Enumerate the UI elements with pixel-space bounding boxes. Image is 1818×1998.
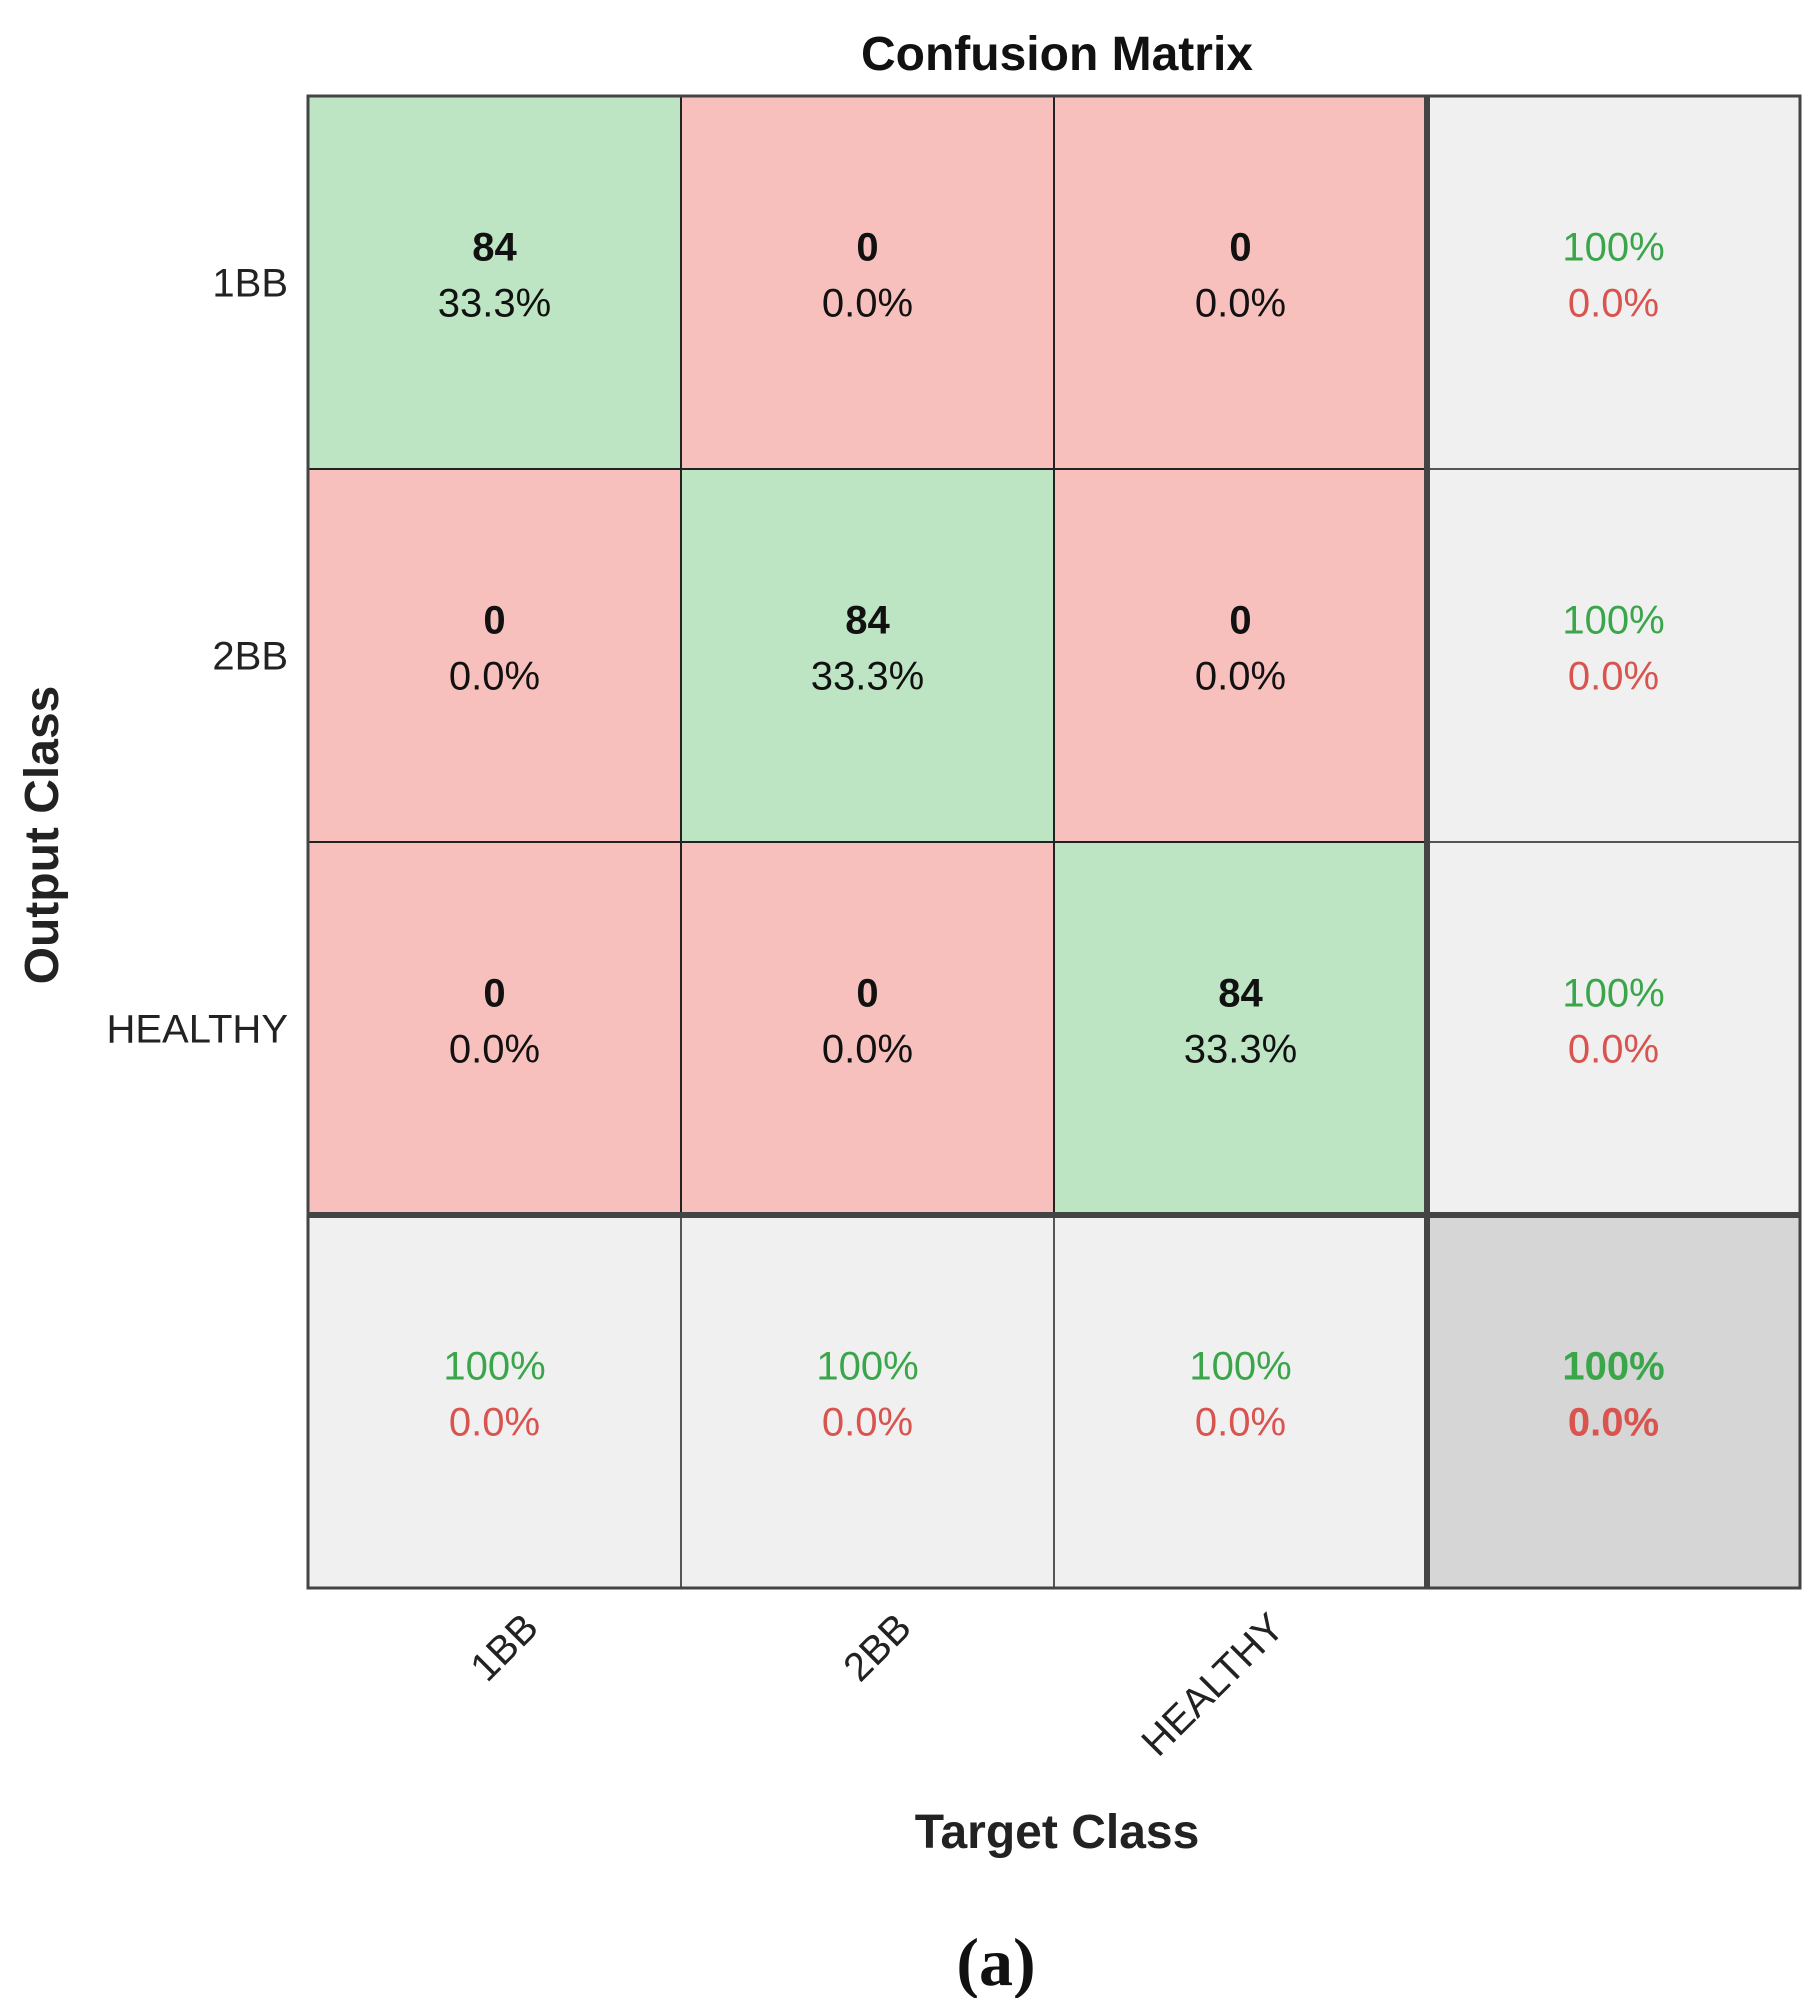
cell-percent: 0.0% — [1195, 655, 1286, 699]
overall-accuracy-cell: 100% 0.0% — [1426, 1214, 1801, 1589]
cell-percent: 0.0% — [822, 282, 913, 326]
col-summary-cell: 100% 0.0% — [1053, 1214, 1428, 1589]
overall-error: 0.0% — [1568, 1401, 1659, 1445]
cell-background — [680, 95, 1055, 470]
cell-count: 0 — [1229, 599, 1251, 643]
row-error-rate: 0.0% — [1568, 655, 1659, 699]
cell-count: 84 — [1218, 972, 1263, 1016]
row-precision: 100% — [1562, 226, 1664, 270]
cell-percent: 0.0% — [822, 1028, 913, 1072]
cell-count: 0 — [483, 972, 505, 1016]
cell-count: 0 — [856, 226, 878, 270]
cell-background — [680, 841, 1055, 1216]
matrix-cell: 84 33.3% — [1053, 841, 1428, 1216]
col-error-rate: 0.0% — [822, 1401, 913, 1445]
x-tick-labels: 1BB 2BB HEALTHY — [462, 1605, 1293, 1764]
col-recall: 100% — [816, 1345, 918, 1389]
matrix-frame — [306, 94, 1802, 1590]
matrix-cell: 0 0.0% — [1053, 95, 1428, 470]
cell-percent: 0.0% — [449, 655, 540, 699]
cell-background — [1426, 841, 1801, 1216]
matrix-grid: 8433.3%00.0%00.0%00.0%8433.3%00.0%00.0%0… — [306, 94, 1802, 1590]
cell-count: 0 — [483, 599, 505, 643]
cell-percent: 33.3% — [438, 282, 551, 326]
col-summary-cell: 100% 0.0% — [307, 1214, 682, 1589]
col-error-rate: 0.0% — [1195, 1401, 1286, 1445]
matrix-cell: 0 0.0% — [680, 841, 1055, 1216]
cell-background — [307, 1214, 682, 1589]
row-error-rate: 0.0% — [1568, 282, 1659, 326]
row-summary-cell: 100% 0.0% — [1426, 95, 1801, 470]
y-tick-labels: 1BB 2BB HEALTHY — [106, 262, 288, 1052]
cell-count: 84 — [472, 226, 517, 270]
chart-title: Confusion Matrix — [861, 28, 1253, 81]
cell-count: 0 — [1229, 226, 1251, 270]
y-axis-title: Output Class — [16, 686, 69, 985]
cell-background — [307, 95, 682, 470]
x-tick-label: 1BB — [462, 1605, 547, 1690]
col-recall: 100% — [1189, 1345, 1291, 1389]
overall-accuracy: 100% — [1562, 1345, 1664, 1389]
matrix-cell: 84 33.3% — [680, 468, 1055, 843]
matrix-cell: 0 0.0% — [307, 468, 682, 843]
matrix-cell: 0 0.0% — [307, 841, 682, 1216]
col-recall: 100% — [443, 1345, 545, 1389]
y-tick-label: 1BB — [212, 262, 288, 306]
cell-percent: 0.0% — [1195, 282, 1286, 326]
cell-percent: 33.3% — [1184, 1028, 1297, 1072]
x-tick-label: HEALTHY — [1133, 1605, 1292, 1764]
cell-count: 0 — [856, 972, 878, 1016]
x-axis-title: Target Class — [915, 1806, 1200, 1859]
cell-percent: 0.0% — [449, 1028, 540, 1072]
y-tick-label: 2BB — [212, 635, 288, 679]
row-summary-cell: 100% 0.0% — [1426, 468, 1801, 843]
row-error-rate: 0.0% — [1568, 1028, 1659, 1072]
cell-count: 84 — [845, 599, 890, 643]
cell-percent: 33.3% — [811, 655, 924, 699]
row-precision: 100% — [1562, 972, 1664, 1016]
col-summary-cell: 100% 0.0% — [680, 1214, 1055, 1589]
row-summary-cell: 100% 0.0% — [1426, 841, 1801, 1216]
cell-background — [1053, 468, 1428, 843]
matrix-cell: 0 0.0% — [680, 95, 1055, 470]
cell-background — [307, 468, 682, 843]
panel-label: (a) — [956, 1924, 1035, 1998]
y-tick-label: HEALTHY — [106, 1008, 288, 1052]
cell-background — [680, 468, 1055, 843]
col-error-rate: 0.0% — [449, 1401, 540, 1445]
matrix-cell: 84 33.3% — [307, 95, 682, 470]
x-tick-label: 2BB — [835, 1605, 920, 1690]
row-precision: 100% — [1562, 599, 1664, 643]
matrix-cell: 0 0.0% — [1053, 468, 1428, 843]
cell-background — [307, 841, 682, 1216]
cell-background — [1426, 95, 1801, 470]
cell-background — [1053, 1214, 1428, 1589]
